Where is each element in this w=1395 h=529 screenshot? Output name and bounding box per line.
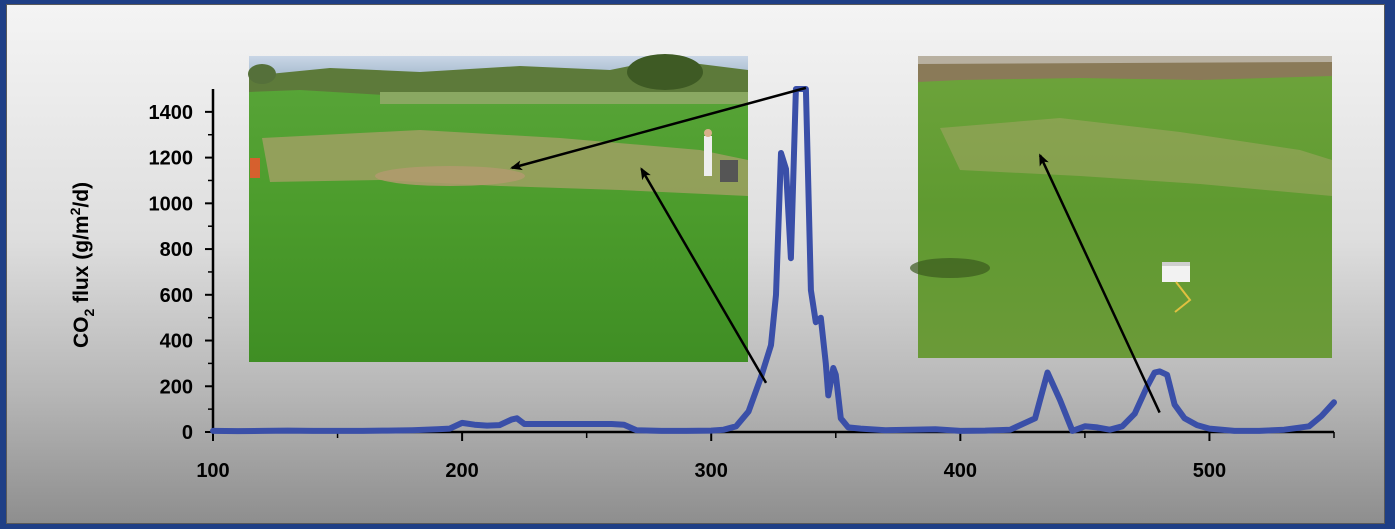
x-tick-label: 100 <box>196 460 229 482</box>
y-axis-title-part-2: flux (g/m <box>70 215 93 308</box>
y-tick-label: 600 <box>160 285 193 307</box>
annotation-arrow-1 <box>640 167 768 384</box>
annotation-arrow-0 <box>510 86 807 171</box>
x-tick-label: 200 <box>445 460 478 482</box>
x-tick-label: 500 <box>1193 460 1226 482</box>
y-axis-title-part-4: /d) <box>70 182 93 208</box>
axes: 0 200 400 600 800 1000 1200 1400 100 200 300 400 500 <box>149 89 1335 482</box>
y-tick-label: 400 <box>160 331 193 353</box>
y-tick-label: 800 <box>160 239 193 261</box>
field-photo-right <box>910 56 1332 358</box>
x-tick-label: 300 <box>695 460 728 482</box>
y-tick-label: 1000 <box>149 193 194 215</box>
field-photo-left <box>248 54 748 362</box>
y-axis-title: CO2 flux (g/m2/d) <box>67 182 97 348</box>
y-axis-title-part-1: 2 <box>81 309 97 317</box>
y-tick-label: 0 <box>182 422 193 444</box>
y-tick-label: 1400 <box>149 102 194 124</box>
annotation-arrow-2 <box>1038 153 1161 414</box>
y-tick-label: 200 <box>160 376 193 398</box>
x-tick-label: 400 <box>944 460 977 482</box>
y-axis-title-part-3: 2 <box>67 207 83 215</box>
y-tick-label: 1200 <box>149 148 194 170</box>
y-axis-title-part-0: CO <box>70 317 93 349</box>
annotations-group <box>510 86 1161 414</box>
